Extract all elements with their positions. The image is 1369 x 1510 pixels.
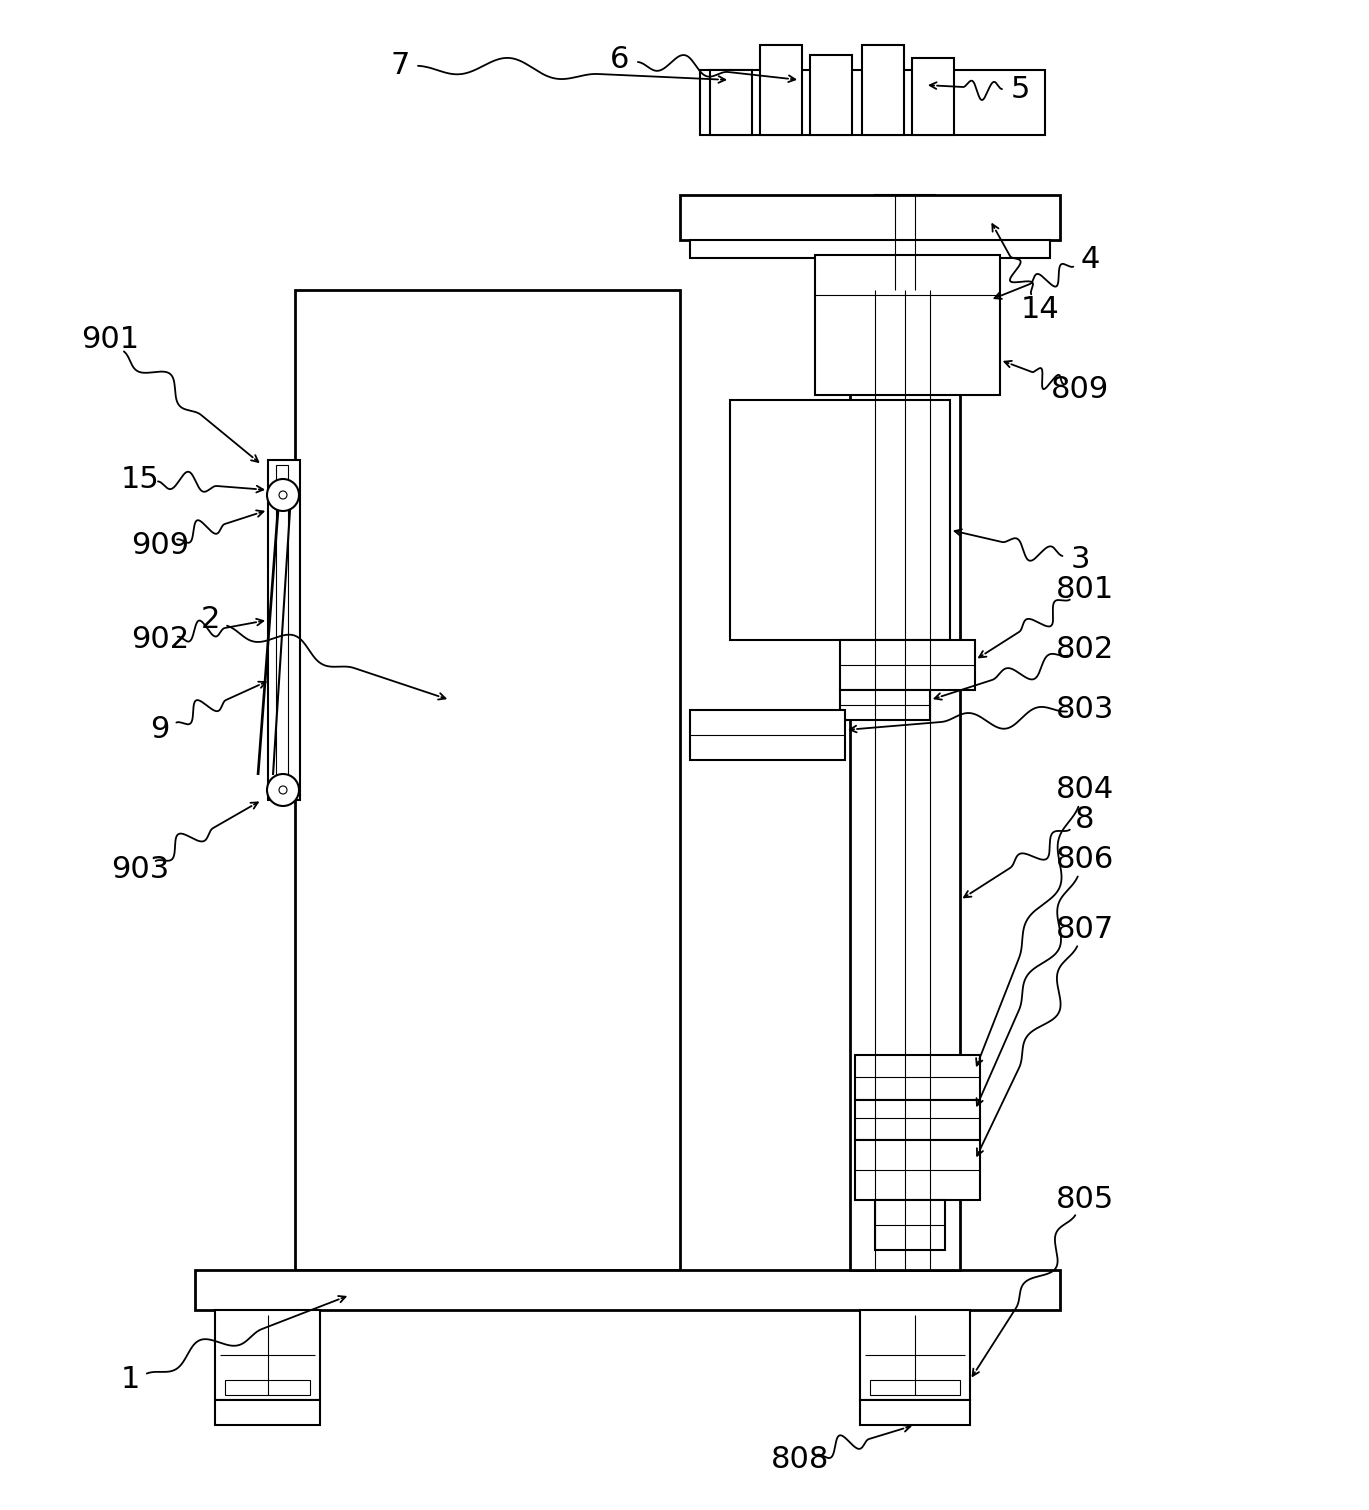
Bar bbox=[860, 1400, 971, 1425]
Text: 802: 802 bbox=[1055, 636, 1114, 664]
Bar bbox=[760, 45, 802, 134]
Text: 8: 8 bbox=[1075, 805, 1095, 835]
Bar bbox=[810, 54, 852, 134]
Bar bbox=[730, 400, 950, 640]
Circle shape bbox=[267, 479, 298, 510]
Bar bbox=[225, 1380, 309, 1395]
Bar bbox=[856, 1055, 980, 1099]
Text: 2: 2 bbox=[200, 606, 219, 634]
Circle shape bbox=[267, 775, 298, 806]
Text: 809: 809 bbox=[1051, 376, 1109, 405]
Bar bbox=[680, 195, 1060, 240]
Bar bbox=[690, 240, 1050, 258]
Bar bbox=[690, 710, 845, 760]
Bar bbox=[871, 1380, 960, 1395]
Bar bbox=[215, 1400, 320, 1425]
Bar bbox=[700, 69, 1045, 134]
Bar bbox=[841, 690, 930, 720]
Text: 903: 903 bbox=[111, 856, 170, 885]
Bar bbox=[912, 57, 954, 134]
Text: 807: 807 bbox=[1055, 915, 1114, 944]
Text: 801: 801 bbox=[1055, 575, 1114, 604]
Circle shape bbox=[279, 787, 287, 794]
Text: 902: 902 bbox=[131, 625, 189, 654]
Bar bbox=[856, 1140, 980, 1200]
Bar bbox=[194, 1270, 1060, 1311]
Text: 15: 15 bbox=[120, 465, 159, 494]
Text: 808: 808 bbox=[771, 1445, 830, 1474]
Text: 9: 9 bbox=[151, 716, 170, 744]
Text: 909: 909 bbox=[131, 530, 189, 560]
Text: 803: 803 bbox=[1055, 696, 1114, 725]
Bar bbox=[711, 69, 752, 134]
Text: 806: 806 bbox=[1055, 846, 1114, 874]
Text: 4: 4 bbox=[1080, 246, 1099, 275]
Bar bbox=[850, 290, 960, 1270]
Bar bbox=[294, 290, 680, 1270]
Bar bbox=[841, 640, 975, 690]
Circle shape bbox=[279, 491, 287, 498]
Bar bbox=[860, 1311, 971, 1400]
Bar bbox=[815, 255, 999, 396]
Bar bbox=[277, 465, 287, 794]
Text: 804: 804 bbox=[1055, 776, 1114, 805]
Text: 805: 805 bbox=[1055, 1185, 1114, 1214]
Text: 7: 7 bbox=[390, 50, 409, 80]
Text: 3: 3 bbox=[1071, 545, 1090, 574]
Bar bbox=[215, 1311, 320, 1400]
Bar bbox=[875, 195, 935, 290]
Text: 901: 901 bbox=[81, 326, 140, 355]
Text: 5: 5 bbox=[1010, 76, 1029, 104]
Bar bbox=[856, 1099, 980, 1140]
Text: 6: 6 bbox=[611, 45, 630, 74]
Bar bbox=[268, 461, 300, 800]
Text: 14: 14 bbox=[1021, 296, 1060, 325]
Bar bbox=[862, 45, 904, 134]
Bar bbox=[875, 1200, 945, 1250]
Text: 1: 1 bbox=[120, 1365, 140, 1395]
